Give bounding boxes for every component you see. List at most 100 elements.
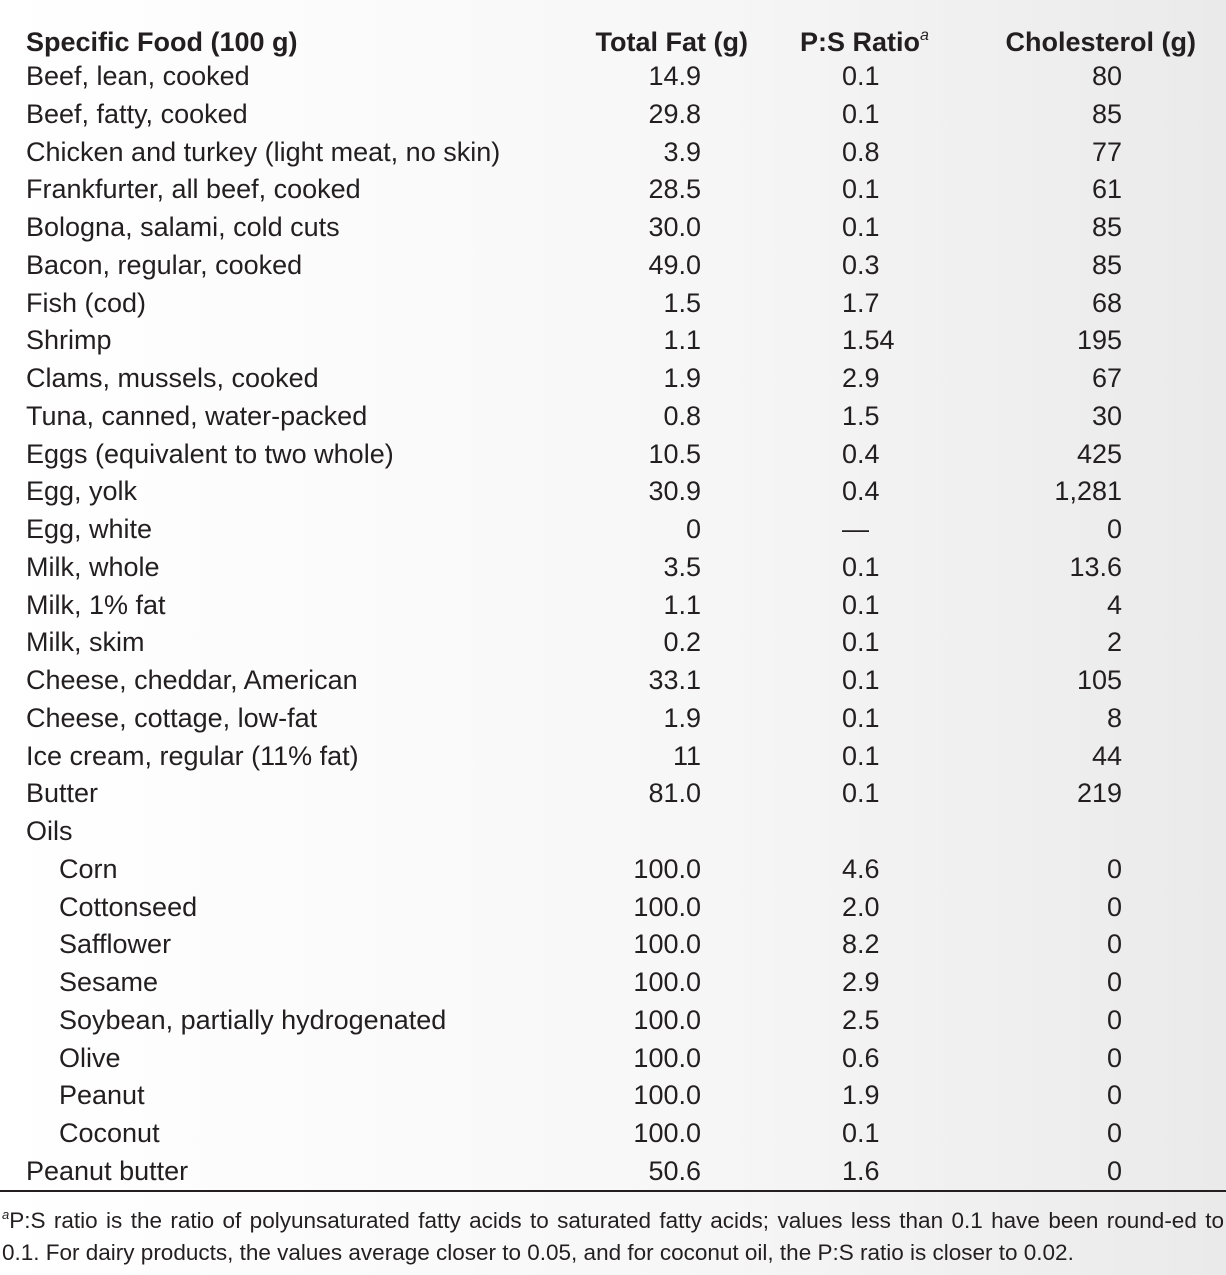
table-row: Cheese, cheddar, American 33.1 0.1 105 — [0, 662, 1226, 700]
table-row: Egg, white 0 — 0 — [0, 511, 1226, 549]
cell-total-fat: 100.0 — [633, 1042, 701, 1073]
footnote: aP:S ratio is the ratio of polyunsaturat… — [2, 1205, 1224, 1269]
cell-food: Eggs (equivalent to two whole) — [26, 438, 394, 469]
cell-ps-ratio: 0.4 — [842, 476, 880, 507]
header-cholesterol: Cholesterol (g) — [1005, 27, 1196, 57]
cell-ps-ratio: 0.1 — [842, 98, 880, 129]
cell-ps-ratio: 0.1 — [842, 551, 880, 582]
table-row: Beef, fatty, cooked 29.8 0.1 85 — [0, 96, 1226, 134]
cell-cholesterol: 0 — [1106, 1155, 1122, 1186]
cell-ps-ratio: 2.9 — [842, 363, 880, 393]
cell-food: Sesame — [59, 967, 159, 997]
cell-total-fat: 33.1 — [648, 665, 701, 695]
nutrition-table: Specific Food (100 g) Total Fat (g) P:S … — [0, 22, 1226, 1191]
cell-cholesterol: 0 — [1106, 1004, 1122, 1035]
cell-cholesterol: 0 — [1106, 891, 1122, 922]
cell-cholesterol: 68 — [1091, 287, 1122, 318]
cell-food: Soybean, partially hydrogenated — [59, 1004, 447, 1035]
cell-total-fat: 100.0 — [633, 929, 701, 960]
cell-ps-ratio: 0.1 — [842, 1118, 880, 1148]
table-row: Milk, 1% fat 1.1 0.1 4 — [0, 587, 1226, 625]
table-row-sub: Coconut 100.0 0.1 0 — [0, 1115, 1226, 1153]
cell-food: Egg, white — [26, 514, 153, 544]
cell-total-fat: 30.9 — [648, 476, 701, 507]
cell-food: Shrimp — [26, 325, 112, 356]
cell-ps-ratio: 1.54 — [842, 325, 895, 356]
table-row: Egg, yolk 30.9 0.4 1,281 — [0, 473, 1226, 511]
cell-ps-ratio: 4.6 — [842, 853, 880, 884]
cell-total-fat: 3.5 — [663, 551, 701, 582]
cell-ps-ratio: 0.8 — [842, 136, 880, 167]
table-header: Specific Food (100 g) Total Fat (g) P:S … — [0, 22, 1226, 58]
table-row-sub: Soybean, partially hydrogenated 100.0 2.5 0 — [0, 1002, 1226, 1040]
cell-food: Frankfurter, all beef, cooked — [26, 174, 361, 205]
cell-cholesterol: 67 — [1091, 363, 1122, 393]
cell-total-fat: 100.0 — [633, 1118, 701, 1148]
cell-cholesterol: 4 — [1106, 589, 1122, 620]
cell-ps-ratio: 8.2 — [842, 929, 880, 960]
cell-ps-ratio: 0.3 — [842, 249, 880, 280]
cell-ps-ratio: 0.6 — [842, 1042, 880, 1073]
footnote-marker: a — [2, 1207, 10, 1222]
table-row: Shrimp 1.1 1.54 195 — [0, 322, 1226, 360]
cell-food: Cheese, cheddar, American — [26, 665, 358, 695]
cell-food: Egg, yolk — [26, 476, 138, 507]
cell-food: Fish (cod) — [26, 287, 147, 318]
cell-food: Chicken and turkey (light meat, no skin) — [26, 136, 501, 167]
table-row: Milk, skim 0.2 0.1 2 — [0, 624, 1226, 662]
cell-food: Peanut butter — [26, 1155, 189, 1186]
table-row-sub: Olive 100.0 0.6 0 — [0, 1040, 1226, 1078]
cell-cholesterol: 0 — [1106, 929, 1122, 960]
table-row: Cheese, cottage, low-fat 1.9 0.1 8 — [0, 700, 1226, 738]
cell-ps-ratio: 0.1 — [842, 212, 880, 242]
cell-total-fat: 100.0 — [633, 1080, 701, 1111]
cell-total-fat: 29.8 — [648, 98, 701, 129]
cell-ps-ratio: 0.4 — [842, 438, 880, 469]
cell-total-fat: 100.0 — [633, 967, 701, 997]
cell-cholesterol: 105 — [1076, 665, 1122, 695]
table-row-sub: Safflower 100.0 8.2 0 — [0, 926, 1226, 964]
cell-cholesterol: 425 — [1076, 438, 1122, 469]
table-row: Fish (cod) 1.5 1.7 68 — [0, 285, 1226, 323]
cell-food: Corn — [59, 853, 118, 884]
table-row-sub: Peanut 100.0 1.9 0 — [0, 1077, 1226, 1115]
cell-cholesterol: 0 — [1106, 853, 1122, 884]
cell-food: Beef, fatty, cooked — [26, 98, 248, 129]
cell-ps-ratio: 1.6 — [842, 1155, 880, 1186]
table-row: Tuna, canned, water-packed 0.8 1.5 30 — [0, 398, 1226, 436]
cell-ps-ratio: 1.7 — [842, 287, 880, 318]
cell-food: Oils — [26, 816, 73, 846]
cell-cholesterol: 44 — [1091, 740, 1122, 771]
table-bottom-rule — [0, 1190, 1226, 1192]
cell-ps-ratio: — — [842, 514, 869, 544]
cell-ps-ratio: 0.1 — [842, 174, 880, 205]
cell-ps-ratio: 2.9 — [842, 967, 880, 997]
table-row: Chicken and turkey (light meat, no skin)… — [0, 134, 1226, 172]
cell-cholesterol: 80 — [1091, 61, 1122, 91]
cell-total-fat: 1.9 — [663, 363, 701, 393]
table-row: Frankfurter, all beef, cooked 28.5 0.1 61 — [0, 171, 1226, 209]
cell-ps-ratio: 2.5 — [842, 1004, 880, 1035]
header-total-fat: Total Fat (g) — [595, 27, 748, 57]
cell-food: Safflower — [59, 929, 172, 960]
cell-cholesterol: 1,281 — [1054, 476, 1122, 507]
cell-total-fat: 30.0 — [648, 212, 701, 242]
cell-ps-ratio: 2.0 — [842, 891, 880, 922]
cell-total-fat: 28.5 — [648, 174, 701, 205]
cell-cholesterol: 85 — [1091, 212, 1122, 242]
table-row-sub: Corn 100.0 4.6 0 — [0, 851, 1226, 889]
cell-food: Bologna, salami, cold cuts — [26, 212, 340, 242]
table-body: Beef, lean, cooked 14.9 0.1 80 Beef, fatty, … — [0, 58, 1226, 1191]
cell-total-fat: 1.1 — [663, 589, 701, 620]
cell-total-fat: 3.9 — [663, 136, 701, 167]
cell-cholesterol: 85 — [1091, 98, 1122, 129]
cell-total-fat: 1.1 — [663, 325, 701, 356]
cell-total-fat: 0 — [685, 514, 701, 544]
cell-food: Milk, whole — [26, 551, 160, 582]
cell-total-fat: 49.0 — [648, 249, 701, 280]
cell-total-fat: 81.0 — [648, 778, 701, 809]
cell-ps-ratio: 0.1 — [842, 627, 880, 658]
cell-ps-ratio: 1.5 — [842, 400, 880, 431]
table-row-sub: Cottonseed 100.0 2.0 0 — [0, 889, 1226, 927]
cell-total-fat: 14.9 — [648, 61, 701, 91]
